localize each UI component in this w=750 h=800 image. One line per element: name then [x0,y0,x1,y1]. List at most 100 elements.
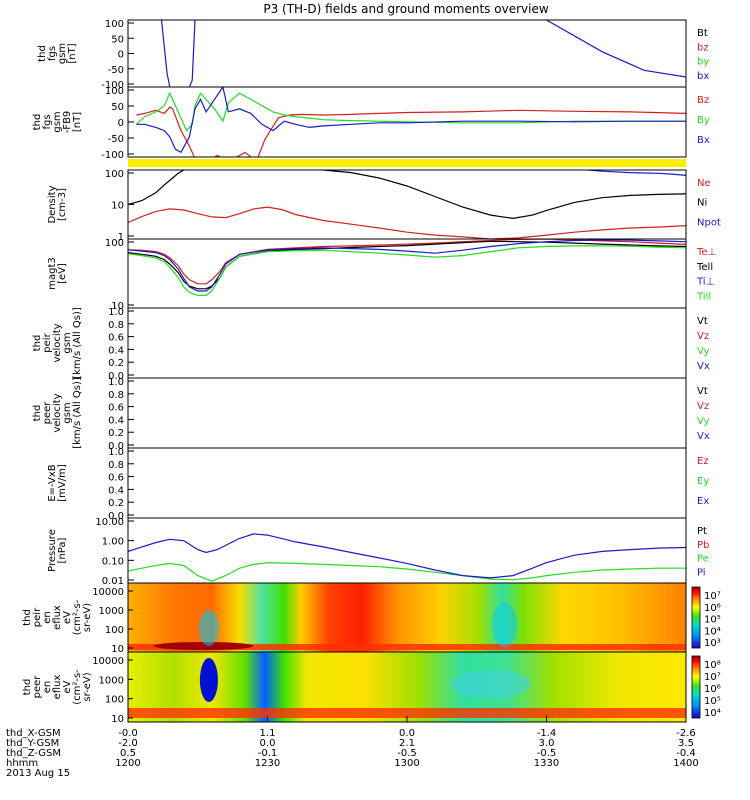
spectrogram-feature [491,603,518,647]
legend-entry: Bx [697,135,710,146]
colorbar-tick-label: 10⁴ [704,708,721,719]
x-row-label: hhmm [6,758,38,769]
series-ti-line [128,239,686,292]
panel-frame [127,19,687,88]
legend-entry: Vt [697,316,708,327]
legend-entry: Vy [697,416,710,427]
x-row-value: -2.0 [118,738,138,749]
colorbar-tick-label: 10⁷ [704,591,721,602]
y-axis-label: en [42,611,53,624]
y-tick-label: 0.0 [108,371,124,382]
y-axis-label: fgs [47,46,58,61]
y-tick-label: 0.0 [108,441,124,452]
y-axis-label: magt3 [47,257,58,290]
y-axis-label: [nT] [72,112,83,132]
y-tick-label: 0.8 [108,460,124,471]
legend-entry: Pt [697,526,707,537]
series-tell-line [128,240,686,290]
colorbar-tick-label: 10⁶ [704,603,721,614]
y-axis-label: sr-eV) [82,603,93,632]
legend-entry: Bz [697,95,709,106]
panel-frame [127,238,687,309]
y-tick-label: 0.10 [102,556,124,567]
y-tick-label: 0 [118,118,124,129]
y-tick-label: -100 [101,80,124,91]
y-tick-label: 1.0 [108,377,124,388]
y-tick-label: 0.4 [108,415,124,426]
y-axis-label: eV [62,680,73,693]
panel-frame [127,169,687,240]
y-tick-label: 0.0 [108,511,124,522]
x-row-value: 0.0 [399,728,415,739]
y-tick-label: 0 [118,50,124,61]
y-axis-label: peer [32,675,43,699]
colorbar-tick-label: 10⁷ [704,672,721,683]
series-ne-line [128,206,686,239]
y-axis-label: Pressure [47,529,58,572]
panel-2: Bz By Bx 100 50 0 -50 -100 thd fgs gsm -FB9 [nT] [32,86,710,161]
legend-entry: Till [696,291,711,302]
y-axis-label: -FB9 [62,111,73,134]
legend-entry: bz [697,42,709,53]
y-tick-label: 50 [111,34,124,45]
y-tick-label: 0.8 [108,390,124,401]
y-tick-label: 1.00 [102,537,124,548]
spectrogram-image [128,583,686,652]
legend-entry: Ey [697,476,709,487]
legend-entry: Ez [697,456,709,467]
legend-entry: by [697,57,709,68]
y-tick-label: 1.0 [108,447,124,458]
y-axis-label: thd [22,679,33,696]
spectrogram-feature [198,610,219,646]
colorbar-tick-label: 10⁶ [704,684,721,695]
series-bz-line [136,106,686,157]
x-row-label: thd_Z-GSM [6,748,61,759]
y-axis-label: [km/s (All Qs)] [72,377,83,449]
series-npot-line [580,170,686,176]
y-tick-label: 100 [105,19,124,30]
panel-8: Pt Pb Pe Pi 10.00 1.00 0.10 0.01 Pressure [nPa] [47,517,709,587]
x-row-value: 1230 [255,758,280,769]
y-axis-label: thd [37,45,48,62]
spectrogram-feature [450,670,531,698]
spectrogram-feature [199,658,218,702]
series-pi-line [128,533,686,579]
y-tick-label: 10 [111,301,124,312]
y-axis-label: gsm [62,332,73,353]
y-axis-label: eV [62,611,73,624]
y-axis-label: eflux [52,605,63,630]
y-axis-label: [nT] [67,43,78,63]
y-axis-label: [eV] [57,263,68,284]
y-axis-label: [cm-3] [57,188,68,221]
colorbar [691,655,701,719]
y-axis-label: [nPa] [57,537,68,563]
y-tick-label: 10000 [92,587,124,598]
y-axis-label: thd [32,405,43,422]
y-axis-label: (cm²-s- [72,669,83,705]
spectrogram-band [128,708,686,718]
legend-entry: Pb [697,540,709,551]
y-axis-label: [km/s (All Qs)] [72,307,83,379]
y-tick-label: 10.00 [95,517,124,528]
y-tick-label: 1000 [99,675,124,686]
y-tick-label: 100 [105,238,124,249]
panel-3: Ne Ni Npot 100 10 1 Density [cm-3] [47,169,721,243]
y-axis-label: thd [32,335,43,352]
y-tick-label: 10 [111,714,124,725]
y-tick-label: 50 [111,102,124,113]
y-tick-label: 10 [111,201,124,212]
spectrogram-band [153,642,254,650]
x-row-value: -0.5 [537,748,557,759]
y-tick-label: -100 [101,150,124,161]
legend-entry: By [697,115,710,126]
y-axis-label: E=-VxB [47,464,58,501]
y-axis-label: Density [47,185,58,223]
colorbar-tick-label: 10⁴ [704,626,721,637]
y-axis-label: en [42,681,53,694]
y-tick-label: 0.8 [108,320,124,331]
panel-7: Ez Ey Ex 1.0 0.8 0.60.4 0.2 0.0 E=-VxB [mV/m] [47,447,709,522]
